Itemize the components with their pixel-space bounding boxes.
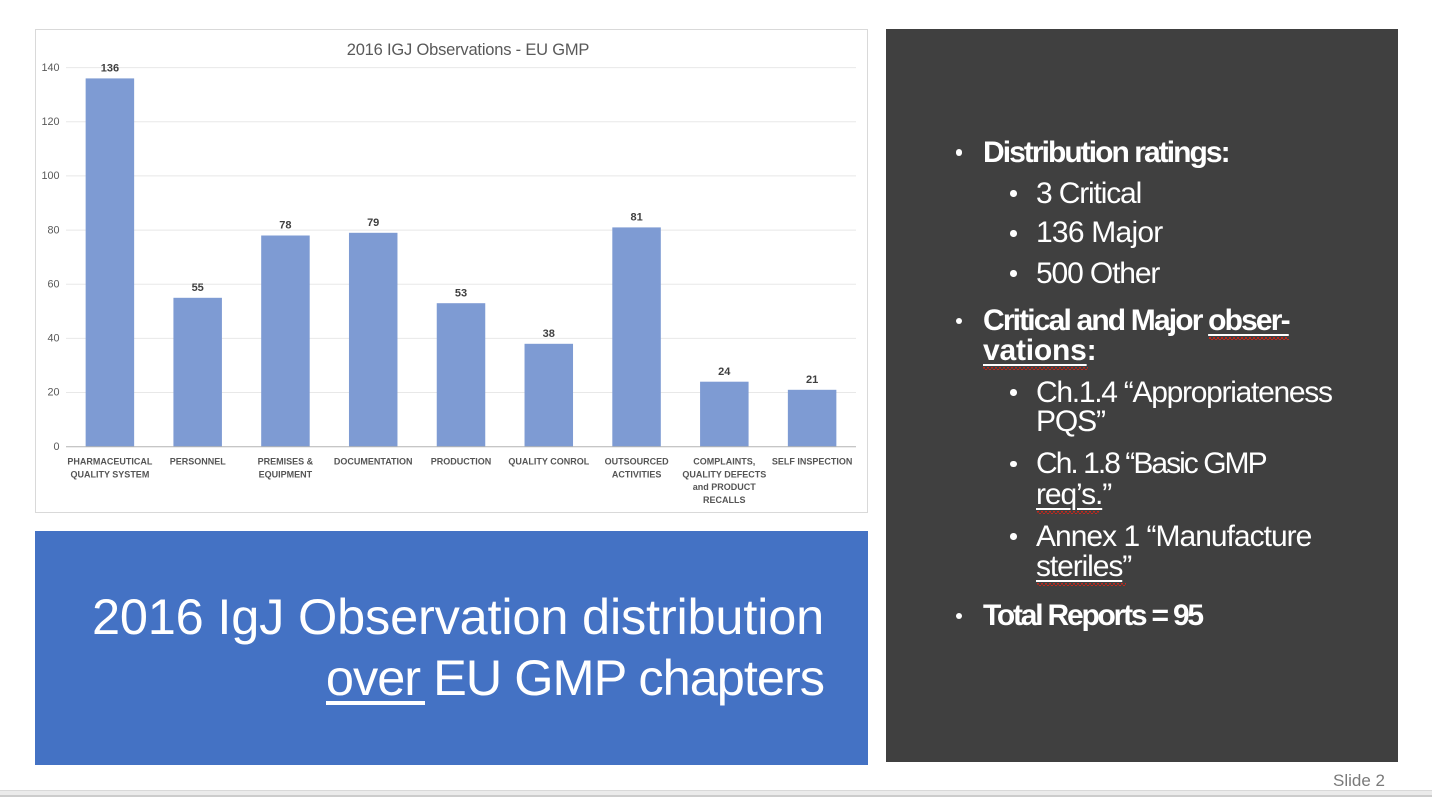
svg-text:SELF INSPECTION: SELF INSPECTION <box>772 456 853 466</box>
svg-text:80: 80 <box>47 224 59 236</box>
svg-text:PHARMACEUTICAL: PHARMACEUTICAL <box>67 456 152 466</box>
svg-text:24: 24 <box>718 366 731 378</box>
svg-text:38: 38 <box>543 328 555 340</box>
svg-text:0: 0 <box>53 441 59 453</box>
svg-text:DOCUMENTATION: DOCUMENTATION <box>334 456 413 466</box>
svg-text:RECALLS: RECALLS <box>703 495 746 505</box>
svg-text:QUALITY DEFECTS: QUALITY DEFECTS <box>682 469 766 479</box>
svg-text:136: 136 <box>101 63 119 75</box>
svg-text:60: 60 <box>47 278 59 290</box>
svg-text:40: 40 <box>47 333 59 345</box>
svg-text:53: 53 <box>455 287 467 299</box>
svg-text:PERSONNEL: PERSONNEL <box>170 456 227 466</box>
svg-text:55: 55 <box>192 282 204 294</box>
svg-text:140: 140 <box>41 62 59 74</box>
svg-text:100: 100 <box>41 170 59 182</box>
svg-text:2016 IGJ Observations - EU GMP: 2016 IGJ Observations - EU GMP <box>347 41 590 59</box>
svg-text:ACTIVITIES: ACTIVITIES <box>612 469 662 479</box>
svg-text:81: 81 <box>630 212 642 224</box>
svg-text:20: 20 <box>47 387 59 399</box>
svg-text:78: 78 <box>279 220 291 232</box>
svg-text:QUALITY SYSTEM: QUALITY SYSTEM <box>70 469 149 479</box>
svg-text:120: 120 <box>41 116 59 128</box>
svg-text:QUALITY CONROL: QUALITY CONROL <box>508 456 589 466</box>
svg-text:EQUIPMENT: EQUIPMENT <box>259 469 313 479</box>
svg-text:21: 21 <box>806 374 818 386</box>
svg-text:COMPLAINTS,: COMPLAINTS, <box>693 456 755 466</box>
svg-text:PRODUCTION: PRODUCTION <box>431 456 492 466</box>
svg-text:79: 79 <box>367 217 379 229</box>
svg-text:OUTSOURCED: OUTSOURCED <box>605 456 670 466</box>
svg-text:and PRODUCT: and PRODUCT <box>693 482 757 492</box>
svg-text:PREMISES &: PREMISES & <box>258 456 314 466</box>
